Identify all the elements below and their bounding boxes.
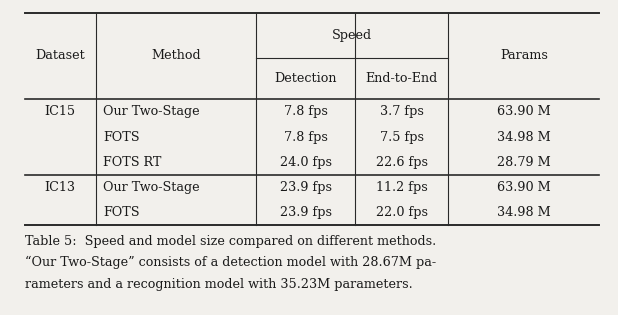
Text: Method: Method: [151, 49, 201, 62]
Text: Detection: Detection: [274, 72, 337, 85]
Text: 7.8 fps: 7.8 fps: [284, 130, 328, 144]
Text: 7.5 fps: 7.5 fps: [379, 130, 424, 144]
Text: 63.90 M: 63.90 M: [497, 181, 551, 194]
Text: Dataset: Dataset: [35, 49, 85, 62]
Text: Our Two-Stage: Our Two-Stage: [103, 181, 200, 194]
Text: FOTS RT: FOTS RT: [103, 156, 161, 169]
Text: 7.8 fps: 7.8 fps: [284, 105, 328, 118]
Text: IC15: IC15: [44, 105, 76, 118]
Text: Table 5:  Speed and model size compared on different methods.: Table 5: Speed and model size compared o…: [25, 235, 436, 248]
Text: 3.7 fps: 3.7 fps: [380, 105, 423, 118]
Text: 63.90 M: 63.90 M: [497, 105, 551, 118]
Text: 11.2 fps: 11.2 fps: [376, 181, 428, 194]
Text: 34.98 M: 34.98 M: [497, 130, 551, 144]
Text: FOTS: FOTS: [103, 206, 140, 219]
Text: rameters and a recognition model with 35.23M parameters.: rameters and a recognition model with 35…: [25, 278, 412, 290]
Text: “Our Two-Stage” consists of a detection model with 28.67M pa-: “Our Two-Stage” consists of a detection …: [25, 256, 436, 269]
Text: FOTS: FOTS: [103, 130, 140, 144]
Text: 22.6 fps: 22.6 fps: [376, 156, 428, 169]
Text: IC13: IC13: [44, 181, 76, 194]
Text: 24.0 fps: 24.0 fps: [280, 156, 332, 169]
Text: 23.9 fps: 23.9 fps: [280, 181, 332, 194]
Text: Speed: Speed: [332, 29, 372, 42]
Text: Our Two-Stage: Our Two-Stage: [103, 105, 200, 118]
Text: Params: Params: [500, 49, 548, 62]
Text: 22.0 fps: 22.0 fps: [376, 206, 428, 219]
Text: 23.9 fps: 23.9 fps: [280, 206, 332, 219]
Text: 34.98 M: 34.98 M: [497, 206, 551, 219]
Text: 28.79 M: 28.79 M: [497, 156, 551, 169]
Text: End-to-End: End-to-End: [366, 72, 438, 85]
